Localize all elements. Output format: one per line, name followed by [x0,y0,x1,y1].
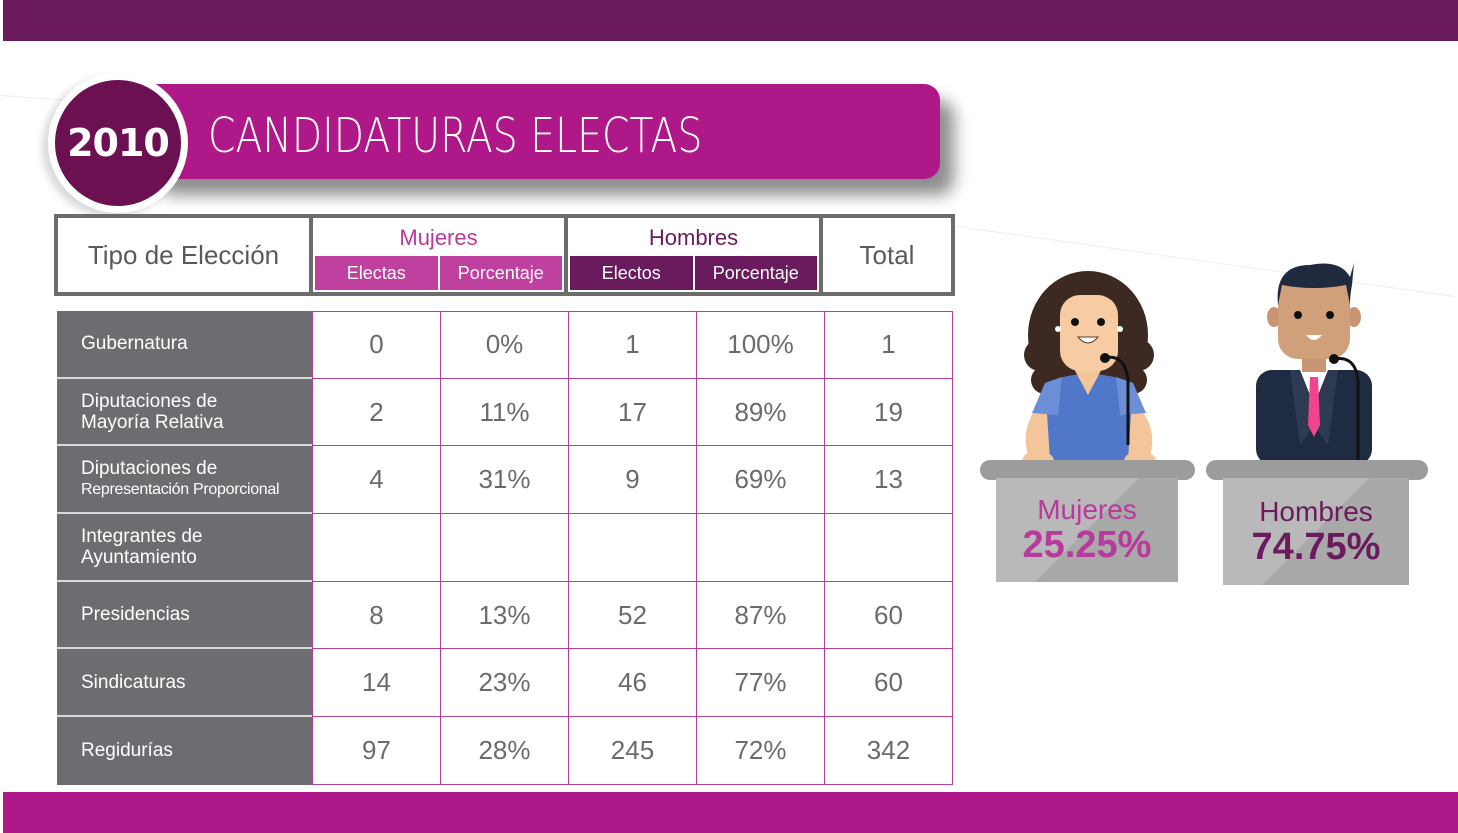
row-label: Gubernatura [57,311,312,379]
cell-hombres-porcentaje: 72% [697,717,825,785]
cell-total: 19 [825,378,953,447]
table-row: Gubernatura 0 0% 1 100% 1 [57,311,953,379]
header-total: Total [859,239,915,270]
title-banner [150,84,940,179]
cell-mujeres-porcentaje: 31% [441,446,569,515]
podium-mujeres: Mujeres 25.25% [996,478,1178,582]
podium-top-hombres [1206,460,1428,480]
podium-mujeres-label: Mujeres [1037,494,1137,525]
cell-hombres-porcentaje: 87% [697,581,825,650]
cell-mujeres-porcentaje: 13% [441,581,569,650]
cell-hombres-electos: 245 [569,717,697,785]
cell-total: 13 [825,446,953,515]
row-label-line2: Ayuntamiento [81,546,197,568]
podium-hombres-value: 74.75% [1251,525,1381,568]
cell-hombres-porcentaje: 100% [697,311,825,379]
cell-hombres-porcentaje: 77% [697,649,825,718]
woman-speaker-icon [1022,271,1156,470]
cell-hombres-electos: 1 [569,311,697,379]
row-label: Diputaciones de Representación Proporcio… [57,446,312,515]
page-title: CANDIDATURAS ELECTAS [208,108,703,164]
table-header: Tipo de Elección Mujeres Electas Porcent… [54,214,955,296]
cell-mujeres-porcentaje: 11% [441,378,569,447]
cell-mujeres-electas: 8 [313,581,441,650]
table-row: Diputaciones de Mayoría Relativa 2 11% 1… [57,378,953,447]
row-label: Presidencias [57,581,312,650]
cell-mujeres-porcentaje: 23% [441,649,569,718]
cell-total: 60 [825,581,953,650]
podium-hombres-label: Hombres [1259,495,1373,527]
row-label-line2: Mayoría Relativa [81,411,224,433]
cell-mujeres-porcentaje [441,514,569,582]
podium-hombres: Hombres 74.75% [1223,478,1409,585]
row-label: Diputaciones de Mayoría Relativa [57,378,312,447]
cell-mujeres-porcentaje: 0% [441,311,569,379]
row-label-line1: Diputaciones de [81,458,218,480]
cell-hombres-electos: 52 [569,581,697,650]
podium-top-mujeres [980,460,1195,480]
table-row: Sindicaturas 14 23% 46 77% 60 [57,649,953,718]
cell-hombres-porcentaje: 69% [697,446,825,515]
header-hombres-title: Hombres [648,225,739,250]
header-tipo-eleccion: Tipo de Elección [58,218,313,292]
header-hombres-porcentaje: Porcentaje [694,256,817,290]
row-label-line1: Diputaciones de [81,390,218,412]
cell-total [825,514,953,582]
row-label-line1: Gubernatura [81,333,188,355]
row-label: Regidurías [57,717,312,785]
table-row: Integrantes de Ayuntamiento [57,514,953,582]
cell-hombres-porcentaje [697,514,825,582]
bottom-bar [3,792,1458,833]
header-hombres-electos: Electos [570,256,693,290]
header-group-mujeres: Mujeres Electas Porcentaje [313,218,568,292]
row-label-line1: Regidurías [81,740,173,762]
row-label-line1: Presidencias [81,604,190,626]
cell-mujeres-electas: 0 [313,311,441,379]
row-label-line1: Sindicaturas [81,671,186,693]
cell-total: 1 [825,311,953,379]
cell-hombres-porcentaje: 89% [697,378,825,447]
header-mujeres-porcentaje: Porcentaje [439,256,562,290]
row-label-line2: Representación Proporcional [81,481,280,499]
cell-total: 60 [825,649,953,718]
cell-mujeres-electas: 14 [313,649,441,718]
top-bar [3,0,1458,41]
man-speaker-icon [1256,263,1372,465]
table-row: Regidurías 97 28% 245 72% 342 [57,717,953,785]
header-mujeres-electas: Electas [315,256,438,290]
cell-mujeres-electas [313,514,441,582]
podium-mujeres-value: 25.25% [1022,524,1152,566]
header-mujeres-title: Mujeres [399,225,478,250]
row-label-line1: Integrantes de [81,525,203,547]
cell-hombres-electos: 46 [569,649,697,718]
cell-total: 342 [825,717,953,785]
cell-hombres-electos [569,514,697,582]
table-row: Diputaciones de Representación Proporcio… [57,446,953,515]
data-table: Gubernatura 0 0% 1 100% 1 Diputaciones d… [57,311,953,785]
year-text: 2010 [67,121,170,165]
cell-mujeres-electas: 97 [313,717,441,785]
year-badge: 2010 [48,73,188,213]
cell-mujeres-electas: 2 [313,378,441,447]
cell-hombres-electos: 9 [569,446,697,515]
row-label: Sindicaturas [57,649,312,718]
cell-mujeres-electas: 4 [313,446,441,515]
table-row: Presidencias 8 13% 52 87% 60 [57,581,953,650]
cell-mujeres-porcentaje: 28% [441,717,569,785]
header-group-hombres: Hombres Electos Porcentaje [568,218,823,292]
row-label: Integrantes de Ayuntamiento [57,514,312,582]
cell-hombres-electos: 17 [569,378,697,447]
